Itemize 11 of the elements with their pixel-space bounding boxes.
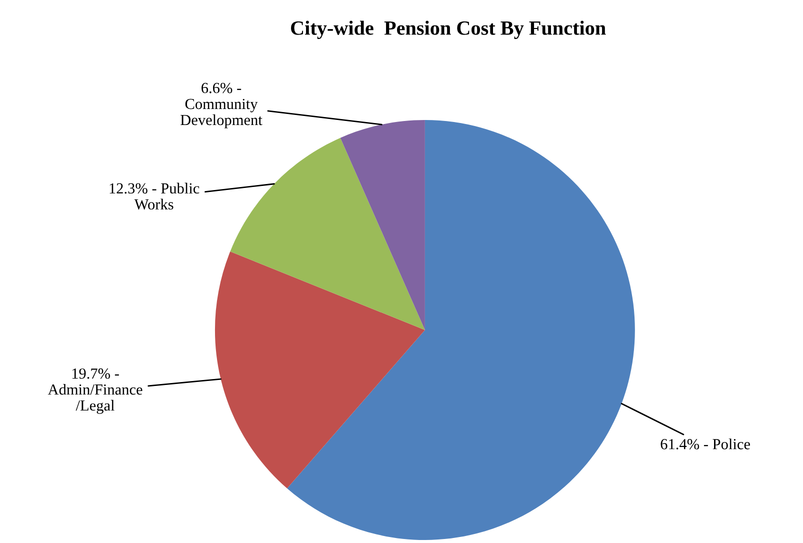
chart-title: City-wide Pension Cost By Function	[291, 20, 606, 40]
data-label: 6.6% -	[202, 82, 242, 94]
pie-slice	[215, 251, 425, 488]
slice-label: Admin/Finance /Legal	[48, 384, 142, 414]
data-label: 19.7% -	[72, 368, 119, 379]
slice-label: 12.3% - Public Works	[110, 182, 200, 210]
pie-slice	[287, 120, 635, 540]
pie-slice	[230, 138, 425, 330]
slice-label: Community Development	[180, 98, 262, 128]
pie-slice	[340, 120, 425, 330]
slice-label: 61.4% - Police	[660, 438, 750, 450]
